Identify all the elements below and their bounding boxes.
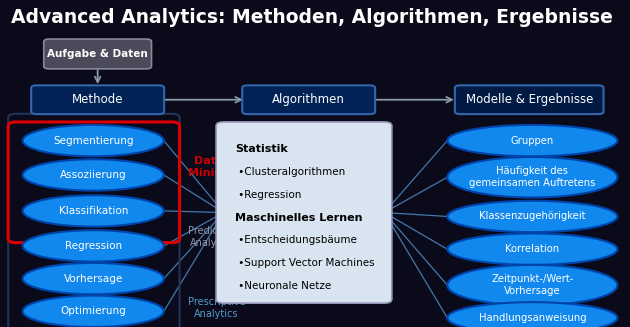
Text: Segmentierung: Segmentierung [53, 136, 134, 146]
Ellipse shape [447, 201, 617, 232]
Text: Maschinelles Lernen: Maschinelles Lernen [235, 213, 362, 223]
Text: Advanced Analytics: Methoden, Algorithmen, Ergebnisse: Advanced Analytics: Methoden, Algorithme… [11, 8, 613, 27]
Text: Aufgabe & Daten: Aufgabe & Daten [47, 49, 148, 59]
Ellipse shape [23, 125, 164, 156]
Text: Klassenzugehörigkeit: Klassenzugehörigkeit [479, 212, 586, 221]
FancyBboxPatch shape [31, 85, 164, 114]
FancyBboxPatch shape [455, 85, 604, 114]
Ellipse shape [23, 230, 164, 262]
Ellipse shape [23, 159, 164, 191]
Text: Assoziierung: Assoziierung [60, 170, 127, 180]
Text: Methode: Methode [72, 93, 123, 106]
Text: Optimierung: Optimierung [60, 306, 126, 316]
FancyBboxPatch shape [242, 85, 375, 114]
Ellipse shape [447, 125, 617, 156]
Text: •Clusteralgorithmen: •Clusteralgorithmen [235, 167, 345, 177]
Text: Gruppen: Gruppen [511, 136, 554, 146]
Text: Prescriptive
Analytics: Prescriptive Analytics [188, 297, 245, 319]
Text: •Neuronale Netze: •Neuronale Netze [235, 281, 331, 291]
Ellipse shape [447, 302, 617, 327]
Ellipse shape [23, 263, 164, 294]
FancyBboxPatch shape [216, 122, 392, 303]
Text: Klassifikation: Klassifikation [59, 206, 128, 216]
Text: Vorhersage: Vorhersage [64, 274, 123, 284]
Ellipse shape [447, 233, 617, 265]
Text: Handlungsanweisung: Handlungsanweisung [479, 313, 586, 323]
Text: •Entscheidungsbäume: •Entscheidungsbäume [235, 235, 357, 246]
Text: Regression: Regression [65, 241, 122, 251]
Text: •Support Vector Machines: •Support Vector Machines [235, 258, 375, 268]
Text: Zeitpunkt-/Wert-
Vorhersage: Zeitpunkt-/Wert- Vorhersage [491, 274, 573, 296]
Text: Predictive
Analytics: Predictive Analytics [188, 226, 236, 248]
Text: Korrelation: Korrelation [505, 244, 559, 254]
Ellipse shape [447, 265, 617, 305]
Text: Modelle & Ergebnisse: Modelle & Ergebnisse [466, 93, 593, 106]
Text: Häufigkeit des
gemeinsamen Auftretens: Häufigkeit des gemeinsamen Auftretens [469, 166, 595, 188]
Text: Data
Mining: Data Mining [188, 156, 230, 178]
Ellipse shape [447, 157, 617, 198]
FancyBboxPatch shape [44, 39, 151, 69]
Text: Statistik: Statistik [235, 144, 288, 154]
Ellipse shape [23, 195, 164, 227]
Text: •Regression: •Regression [235, 190, 301, 200]
Ellipse shape [23, 296, 164, 327]
Text: Algorithmen: Algorithmen [272, 93, 345, 106]
